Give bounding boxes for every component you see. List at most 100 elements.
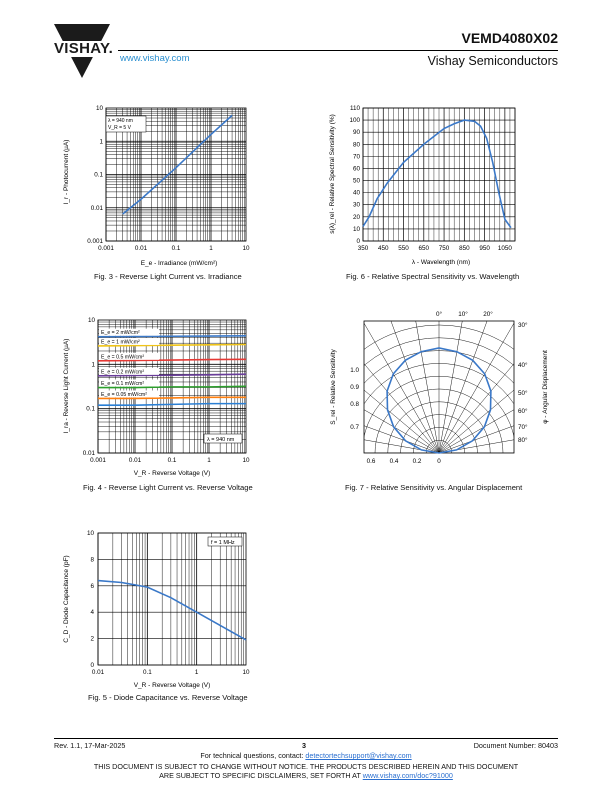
fig7-spoke — [364, 439, 440, 453]
fig7-spoke — [438, 389, 514, 453]
fig6-ytick: 50 — [353, 178, 361, 185]
fig6-ytick: 110 — [350, 105, 361, 112]
fig7-spoke — [438, 425, 514, 453]
fig6-ytick: 40 — [353, 190, 361, 197]
fig6-curve — [362, 119, 512, 229]
vishay-triangle-icon — [54, 24, 110, 78]
fig3-ytick: 1 — [99, 138, 103, 145]
fig4-label-bg — [99, 367, 159, 375]
fig6-ytick: 80 — [353, 141, 361, 148]
fig7-spoke — [390, 321, 440, 453]
footer-revision: Rev. 1.1, 17-Mar-2025 — [54, 741, 126, 750]
fig6-xlabel: λ - Wavelength (nm) — [412, 259, 470, 266]
fig7-ylabel: S_rel - Relative Sensitivity — [330, 349, 337, 425]
fig4-series-label: E_e = 1 mW/cm² — [101, 339, 140, 345]
fig5-annotation: f = 1 MHz — [211, 540, 235, 546]
fig4-ytick: 1 — [91, 361, 95, 368]
fig4-series-line — [98, 402, 246, 406]
fig4-ylabel: I_ra - Reverse Light Current (µA) — [63, 339, 70, 434]
fig6-ytick: 30 — [353, 202, 361, 209]
fig6-ytick: 90 — [353, 129, 361, 136]
fig6-xtick: 850 — [459, 245, 470, 252]
fig4-caption: Fig. 4 - Reverse Light Current vs. Rever… — [83, 483, 253, 492]
fig5-ytick: 4 — [90, 609, 94, 616]
fig4-series-label: E_e = 0.5 mW/cm² — [101, 354, 144, 360]
disclaimer-link[interactable]: www.vishay.com/doc?91000 — [362, 771, 453, 780]
brand-name: VISHAY. — [54, 40, 114, 57]
fig4-xtick: 10 — [242, 457, 250, 464]
fig7-right-angle: 40° — [518, 361, 528, 369]
vishay-logo: VISHAY. — [52, 22, 114, 80]
fig3-ytick: 0.01 — [91, 205, 104, 212]
fig7-spoke — [415, 321, 440, 453]
fig4-series-label: E_e = 0.05 mW/cm² — [101, 392, 147, 398]
footer-disclaimer-2: ARE SUBJECT TO SPECIFIC DISCLAIMERS, SET… — [0, 771, 612, 780]
fig4-label-bg — [99, 390, 159, 398]
fig7-chart: 0° 10° 20° 30° 40° 50° 60° 70° 80° 1.0 0.9 0.8 0.7 0.… — [330, 310, 549, 465]
fig3-annotation-voltage: V_R = 5 V — [108, 125, 132, 131]
company-name: Vishay Semiconductors — [427, 54, 558, 68]
fig4-ytick: 10 — [88, 317, 96, 324]
fig5-xtick: 1 — [195, 669, 199, 676]
fig5-curve — [97, 579, 247, 641]
fig7-caption: Fig. 7 - Relative Sensitivity vs. Angula… — [345, 483, 523, 492]
fig4-ytick: 0.1 — [86, 406, 95, 413]
fig7-left-tick: 0.9 — [350, 384, 359, 391]
fig4-annotation-box — [203, 433, 243, 444]
footer-disclaimer-prefix: ARE SUBJECT TO SPECIFIC DISCLAIMERS, SET… — [159, 771, 363, 780]
fig4-xtick: 0.1 — [168, 457, 177, 464]
fig6-ytick: 20 — [353, 214, 361, 221]
fig4-xtick: 0.01 — [129, 457, 142, 464]
fig7-curve — [386, 347, 492, 454]
tech-support-email-link[interactable]: detectortechsupport@vishay.com — [305, 751, 412, 760]
fig6-xtick: 750 — [439, 245, 450, 252]
fig4-series-label: E_e = 2 mW/cm² — [101, 330, 140, 336]
fig3-annotation-box — [105, 115, 147, 133]
fig5-xlabel: V_R - Reverse Voltage (V) — [134, 682, 211, 689]
footer-rule — [54, 738, 558, 739]
fig4-label-bg — [99, 328, 159, 336]
footer-tech-prefix: For technical questions, contact: — [200, 751, 306, 760]
fig3-xlabel: E_e - Irradiance (mW/cm²) — [141, 260, 218, 267]
fig5-xtick: 10 — [242, 669, 250, 676]
fig7-spoke — [438, 363, 514, 453]
fig7-left-tick: 0.8 — [350, 401, 359, 408]
fig3-ytick: 0.1 — [94, 172, 103, 179]
fig5-chart: f = 1 MHz 10 8 6 4 2 00.01 0.1 1 10 V_R - Revers… — [63, 530, 250, 689]
fig6-xtick: 950 — [479, 245, 490, 252]
fig3-curve — [122, 114, 233, 215]
fig4-series-line — [98, 385, 247, 389]
fig5-ytick: 2 — [90, 636, 94, 643]
fig5-ytick: 10 — [87, 530, 95, 537]
fig7-left-tick: 1.0 — [350, 367, 359, 374]
fig4-xlabel: V_R - Reverse Voltage (V) — [134, 470, 211, 477]
fig7-right-label: φ - Angular Displacement — [542, 350, 549, 424]
fig7-right-angle: 50° — [518, 389, 528, 397]
fig3-annotation-wavelength: λ = 940 nm — [108, 118, 133, 124]
fig7-bottom-tick: 0.4 — [390, 458, 399, 465]
fig4-xtick: 1 — [207, 457, 211, 464]
fig3-xtick: 10 — [242, 245, 250, 252]
fig7-right-angle: 60° — [518, 407, 528, 415]
fig7-bottom-tick: 0 — [437, 458, 441, 465]
fig7-spoke — [364, 389, 440, 453]
fig3-xtick: 1 — [209, 245, 213, 252]
fig4-annotation: λ = 940 nm — [207, 437, 235, 443]
fig4-series-label: E_e = 0.2 mW/cm² — [101, 369, 144, 375]
fig7-right-angle: 30° — [518, 321, 528, 329]
fig7-spoke — [438, 439, 514, 453]
fig7-spoke — [438, 321, 463, 453]
fig6-grid — [362, 107, 516, 242]
fig7-spoke — [364, 425, 440, 453]
fig6-ytick: 70 — [353, 153, 361, 160]
fig4-series — [97, 335, 247, 406]
fig3-xtick: 0.001 — [98, 245, 114, 252]
fig6-xtick: 450 — [378, 245, 389, 252]
fig5-xtick: 0.1 — [143, 669, 152, 676]
footer-doc-number: Document Number: 80403 — [473, 741, 558, 750]
fig5-ylabel: C_D - Diode Capacitance (pF) — [63, 555, 70, 642]
fig7-right-angle: 80° — [518, 436, 528, 444]
fig7-spoke — [438, 321, 488, 453]
fig3-xtick: 0.1 — [172, 245, 181, 252]
website-link[interactable]: www.vishay.com — [120, 53, 190, 64]
